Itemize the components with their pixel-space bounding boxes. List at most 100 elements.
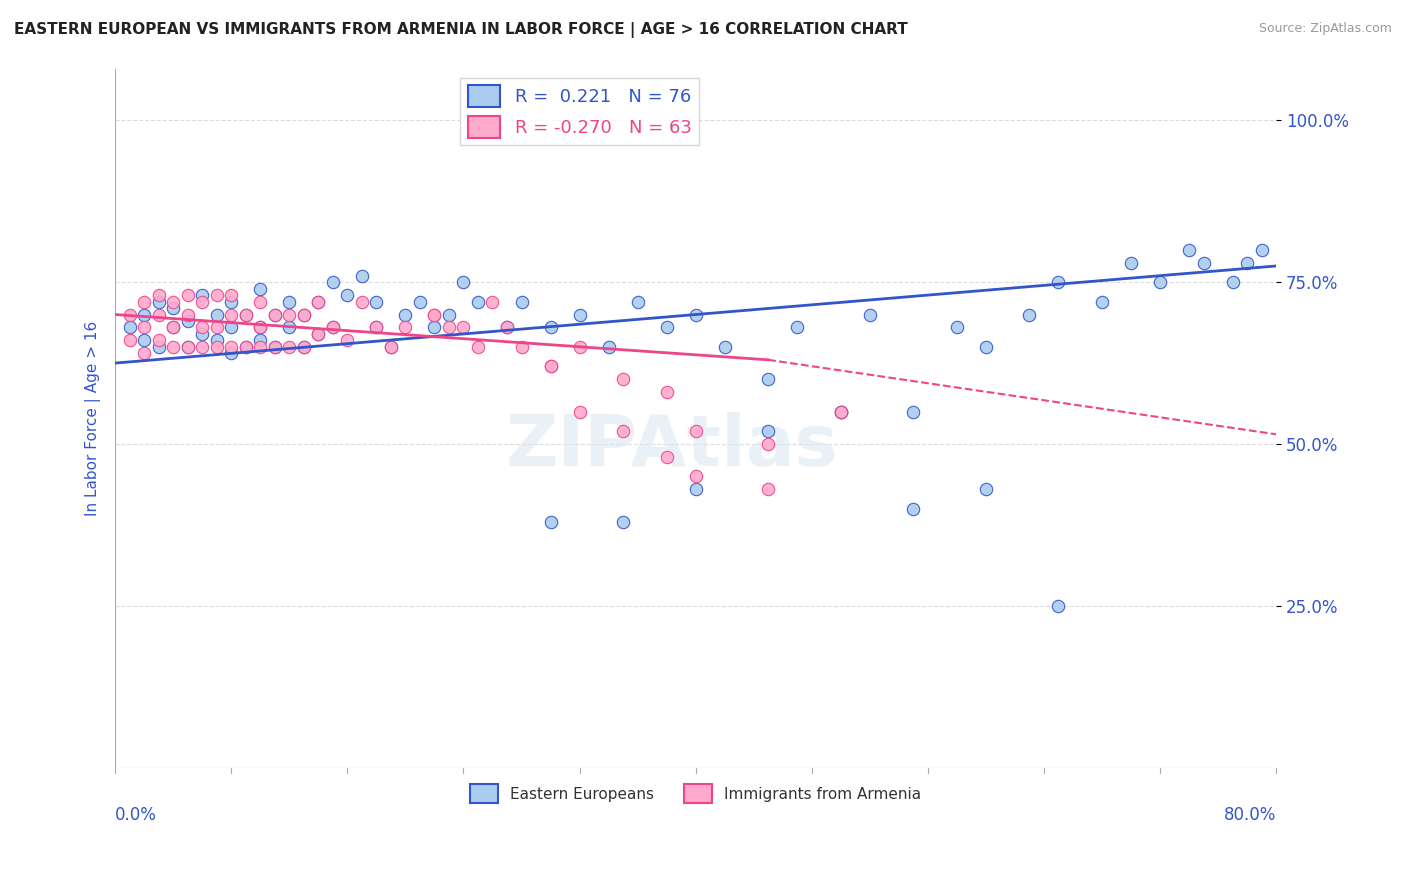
Point bbox=[219, 308, 242, 322]
Point bbox=[598, 340, 620, 354]
Point bbox=[366, 294, 388, 309]
Point bbox=[655, 385, 678, 400]
Point bbox=[756, 437, 779, 451]
Point bbox=[191, 340, 214, 354]
Point bbox=[366, 320, 388, 334]
Point bbox=[481, 294, 503, 309]
Point bbox=[423, 308, 446, 322]
Point bbox=[437, 320, 460, 334]
Point bbox=[612, 515, 634, 529]
Point bbox=[148, 294, 170, 309]
Point bbox=[134, 308, 156, 322]
Point bbox=[278, 340, 301, 354]
Point bbox=[859, 308, 882, 322]
Point bbox=[568, 404, 591, 418]
Point bbox=[134, 334, 156, 348]
Point bbox=[148, 288, 170, 302]
Point bbox=[134, 294, 156, 309]
Point bbox=[118, 320, 141, 334]
Point bbox=[510, 294, 533, 309]
Point bbox=[219, 320, 242, 334]
Text: 0.0%: 0.0% bbox=[115, 806, 157, 824]
Point bbox=[292, 308, 315, 322]
Point bbox=[249, 320, 271, 334]
Text: Source: ZipAtlas.com: Source: ZipAtlas.com bbox=[1258, 22, 1392, 36]
Point bbox=[612, 372, 634, 386]
Point bbox=[177, 288, 200, 302]
Point bbox=[903, 404, 925, 418]
Point bbox=[540, 359, 562, 374]
Point bbox=[626, 294, 648, 309]
Point bbox=[540, 320, 562, 334]
Point bbox=[903, 501, 925, 516]
Point bbox=[540, 359, 562, 374]
Point bbox=[307, 326, 329, 341]
Legend: Eastern Europeans, Immigrants from Armenia: Eastern Europeans, Immigrants from Armen… bbox=[464, 778, 928, 809]
Point bbox=[336, 288, 359, 302]
Point bbox=[219, 340, 242, 354]
Point bbox=[453, 275, 475, 289]
Point bbox=[148, 308, 170, 322]
Point bbox=[786, 320, 808, 334]
Point bbox=[568, 308, 591, 322]
Point bbox=[134, 320, 156, 334]
Point bbox=[177, 340, 200, 354]
Point bbox=[118, 334, 141, 348]
Point bbox=[278, 320, 301, 334]
Point bbox=[263, 308, 285, 322]
Point bbox=[685, 308, 707, 322]
Point bbox=[336, 334, 359, 348]
Point bbox=[191, 320, 214, 334]
Point bbox=[1222, 275, 1244, 289]
Point bbox=[219, 288, 242, 302]
Point bbox=[148, 334, 170, 348]
Point bbox=[219, 346, 242, 360]
Point bbox=[612, 424, 634, 438]
Point bbox=[322, 320, 344, 334]
Point bbox=[278, 308, 301, 322]
Text: EASTERN EUROPEAN VS IMMIGRANTS FROM ARMENIA IN LABOR FORCE | AGE > 16 CORRELATIO: EASTERN EUROPEAN VS IMMIGRANTS FROM ARME… bbox=[14, 22, 908, 38]
Point bbox=[1236, 256, 1258, 270]
Point bbox=[307, 326, 329, 341]
Point bbox=[394, 308, 416, 322]
Point bbox=[756, 483, 779, 497]
Point bbox=[148, 340, 170, 354]
Point bbox=[307, 294, 329, 309]
Point bbox=[974, 483, 997, 497]
Point bbox=[205, 334, 228, 348]
Point bbox=[249, 320, 271, 334]
Point bbox=[974, 340, 997, 354]
Point bbox=[162, 340, 184, 354]
Point bbox=[292, 308, 315, 322]
Point bbox=[830, 404, 852, 418]
Point bbox=[235, 308, 257, 322]
Point bbox=[540, 515, 562, 529]
Point bbox=[756, 424, 779, 438]
Point bbox=[946, 320, 969, 334]
Point bbox=[394, 320, 416, 334]
Point bbox=[177, 314, 200, 328]
Point bbox=[263, 340, 285, 354]
Point bbox=[263, 308, 285, 322]
Point bbox=[205, 320, 228, 334]
Point bbox=[322, 275, 344, 289]
Point bbox=[756, 372, 779, 386]
Point bbox=[292, 340, 315, 354]
Point bbox=[409, 294, 432, 309]
Point bbox=[1047, 599, 1070, 613]
Point bbox=[1119, 256, 1142, 270]
Point bbox=[292, 340, 315, 354]
Point bbox=[350, 294, 373, 309]
Point bbox=[350, 268, 373, 283]
Point bbox=[510, 340, 533, 354]
Point bbox=[467, 294, 489, 309]
Point bbox=[249, 340, 271, 354]
Point bbox=[191, 288, 214, 302]
Point bbox=[162, 301, 184, 315]
Point bbox=[249, 282, 271, 296]
Point bbox=[263, 340, 285, 354]
Point bbox=[118, 308, 141, 322]
Point bbox=[830, 404, 852, 418]
Point bbox=[235, 340, 257, 354]
Point bbox=[177, 340, 200, 354]
